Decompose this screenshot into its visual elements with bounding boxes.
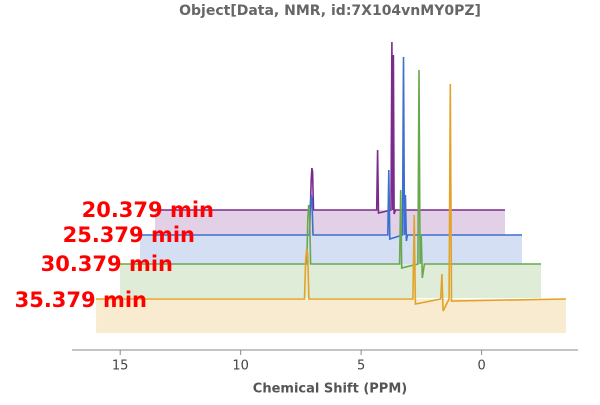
chart-title: Object[Data, NMR, id:7X104vnMY0PZ] (179, 3, 481, 19)
legend-label: 30.379 min (41, 252, 173, 276)
slice-panel (96, 299, 566, 333)
legend-label: 35.379 min (15, 288, 147, 312)
spectrum-line (155, 41, 505, 215)
x-tick-label: 15 (112, 359, 129, 374)
x-tick-label: 0 (477, 359, 485, 374)
legend-label: 25.379 min (63, 223, 195, 247)
legend-label: 20.379 min (82, 198, 214, 222)
x-tick-label: 10 (232, 359, 249, 374)
spectrum-line (96, 83, 567, 312)
spectrum-line (140, 56, 522, 242)
x-axis-label: Chemical Shift (PPM) (253, 382, 407, 397)
slice-panel (120, 264, 541, 298)
spectrum-line (120, 69, 541, 279)
x-tick-label: 5 (357, 359, 365, 374)
